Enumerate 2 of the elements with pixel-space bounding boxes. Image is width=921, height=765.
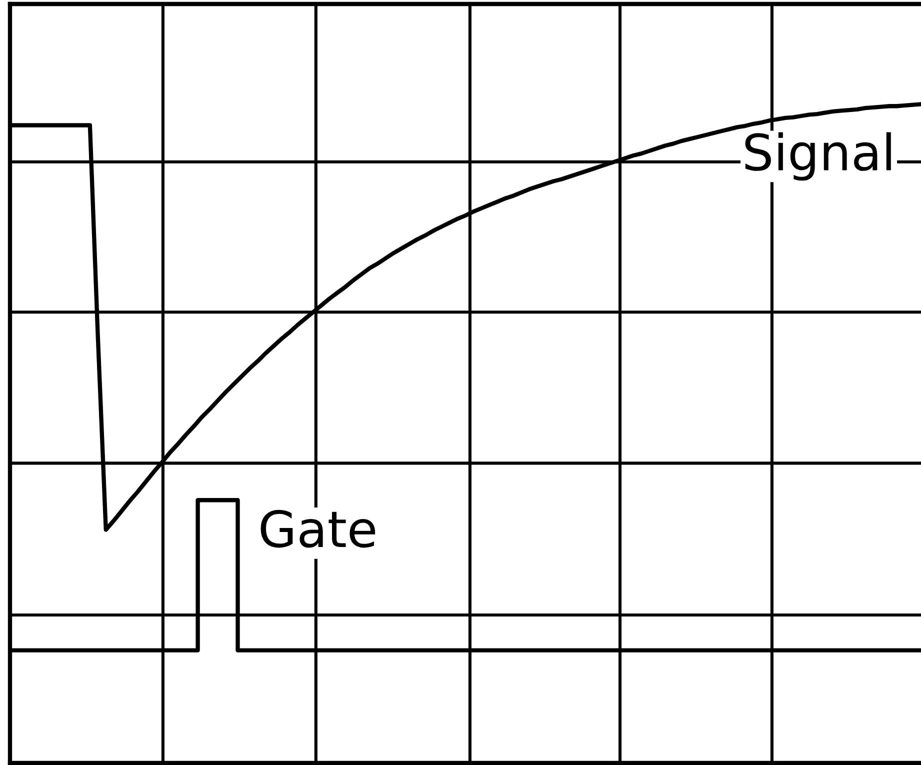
series-label: Gate xyxy=(260,510,376,548)
series-label: Signal xyxy=(745,132,891,181)
